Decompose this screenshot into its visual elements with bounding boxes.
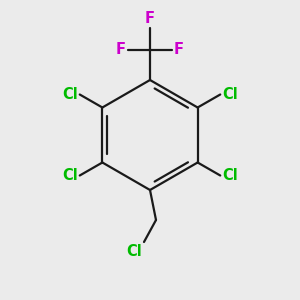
Text: Cl: Cl: [62, 87, 78, 102]
Text: Cl: Cl: [62, 168, 78, 183]
Text: F: F: [116, 43, 126, 58]
Text: F: F: [174, 43, 184, 58]
Text: Cl: Cl: [222, 168, 238, 183]
Text: Cl: Cl: [126, 244, 142, 259]
Text: Cl: Cl: [222, 87, 238, 102]
Text: F: F: [145, 11, 155, 26]
